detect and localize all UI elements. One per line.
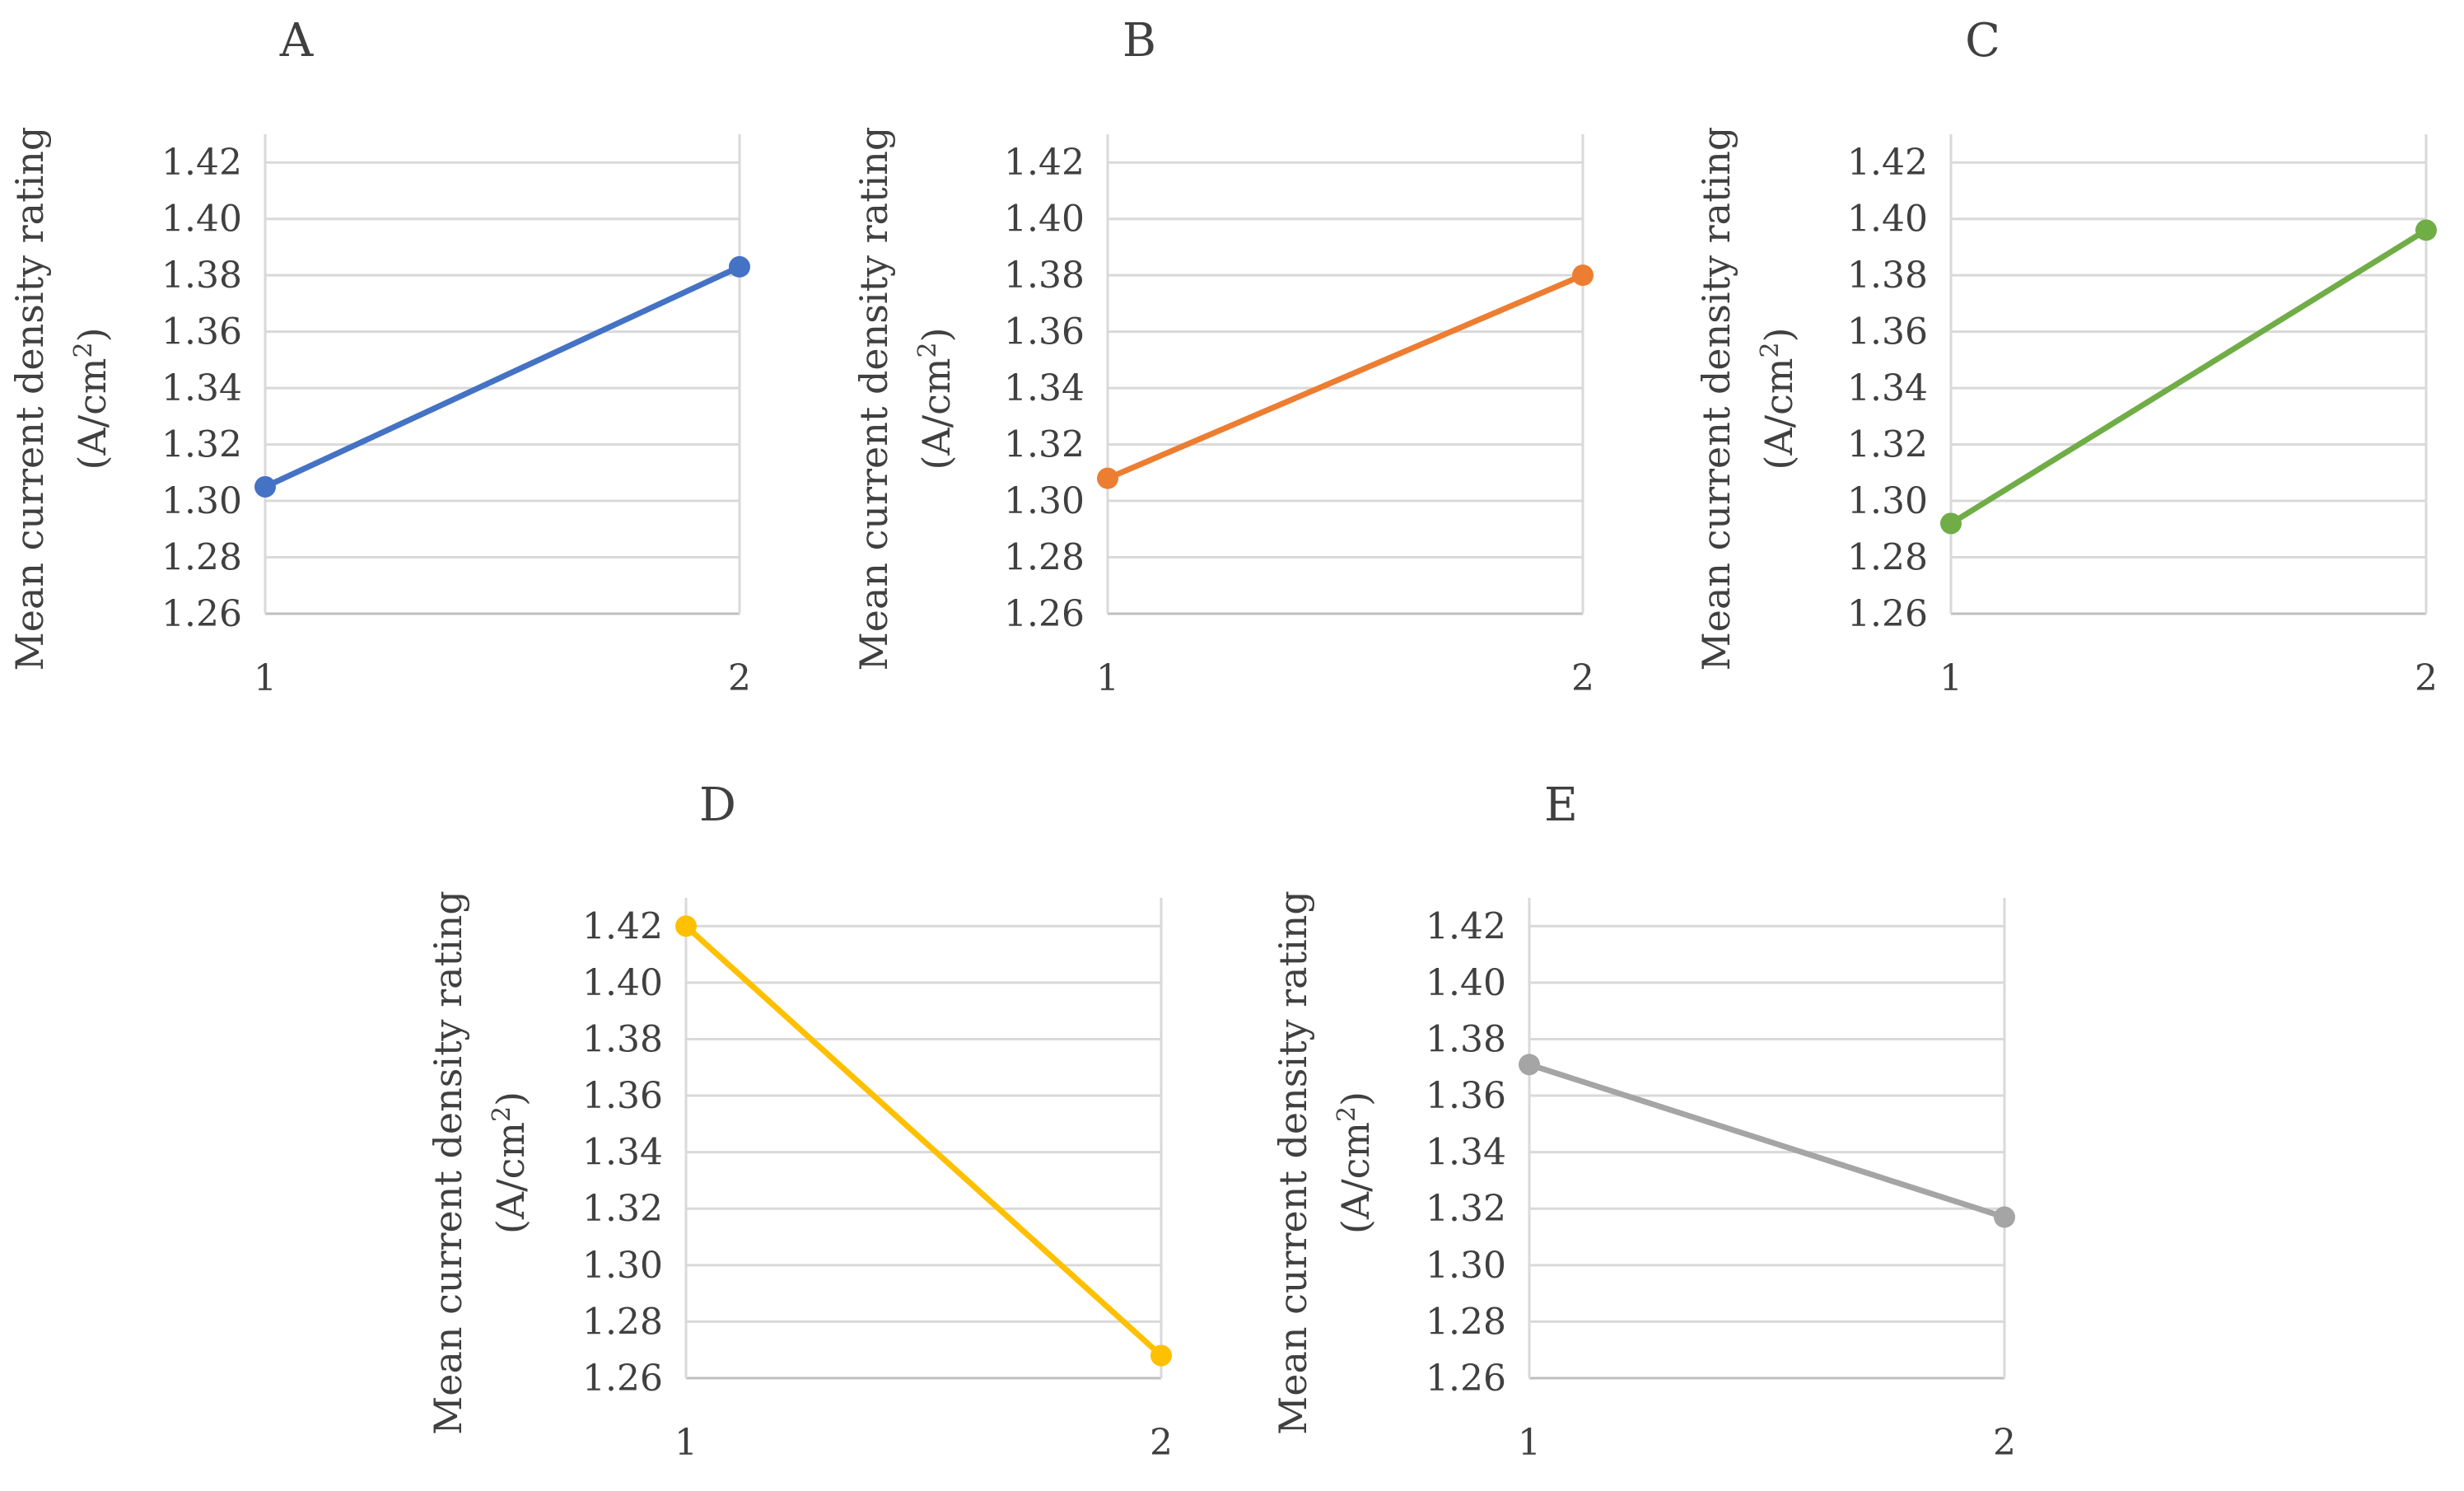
x-tick-label: 1 <box>254 657 277 699</box>
data-point <box>2415 219 2437 241</box>
y-tick-label: 1.28 <box>1847 537 1928 579</box>
data-point <box>1519 1054 1540 1076</box>
y-tick-label: 1.32 <box>582 1188 663 1230</box>
y-tick-label: 1.42 <box>161 142 242 184</box>
y-tick-label: 1.36 <box>582 1075 663 1117</box>
y-tick-label: 1.32 <box>1847 424 1928 466</box>
y-axis-label: Mean current density rating <box>7 127 52 671</box>
chart-panel-b: B 1.42 1.40 1.38 1.36 1.34 1.32 1.30 1.28 1.26 1 2 M… <box>852 14 1594 699</box>
y-tick-label: 1.28 <box>1426 1301 1506 1343</box>
y-tick-label: 1.26 <box>1426 1358 1506 1400</box>
y-axis-unit-label: (A/cm2) <box>488 1091 534 1234</box>
data-point <box>1994 1206 2015 1228</box>
panel-title: D <box>699 778 736 832</box>
y-axis-unit-label: (A/cm2) <box>1756 327 1802 470</box>
data-point <box>675 915 697 937</box>
x-tick-label: 1 <box>1096 657 1119 699</box>
x-tick-label: 2 <box>728 657 751 699</box>
y-tick-label: 1.40 <box>1004 199 1085 241</box>
y-tick-label: 1.30 <box>1004 480 1085 522</box>
y-tick-label: 1.38 <box>582 1018 663 1060</box>
x-tick-label: 1 <box>1939 657 1962 699</box>
y-tick-label: 1.34 <box>1847 367 1928 409</box>
data-point <box>1940 512 1962 535</box>
series-line <box>262 264 743 490</box>
data-point <box>1572 264 1594 287</box>
x-tick-label: 1 <box>1518 1422 1541 1464</box>
y-tick-label: 1.26 <box>1847 593 1928 635</box>
x-tick-label: 2 <box>1993 1422 2016 1464</box>
y-axis-unit-label: (A/cm2) <box>913 327 959 470</box>
y-tick-label: 1.36 <box>1426 1075 1506 1117</box>
y-tick-label: 1.34 <box>161 367 242 409</box>
chart-panel-e: E 1.42 1.40 1.38 1.36 1.34 1.32 1.30 1.28 1.26 1 2 M… <box>1271 778 2016 1464</box>
y-tick-label: 1.38 <box>1847 255 1928 297</box>
chart-panel-a: A 1.42 1.40 1.38 1.36 1.34 1.32 1.30 1.28 1.26 1 2 M… <box>7 14 751 699</box>
y-tick-label: 1.38 <box>1004 255 1085 297</box>
y-tick-label: 1.38 <box>161 255 242 297</box>
y-tick-label: 1.32 <box>1004 424 1085 466</box>
panel-title: B <box>1122 14 1156 68</box>
y-tick-label: 1.32 <box>161 424 242 466</box>
panel-title: E <box>1544 778 1578 832</box>
y-tick-label: 1.40 <box>161 199 242 241</box>
data-point <box>729 255 750 278</box>
y-axis-unit-label: (A/cm2) <box>69 327 115 470</box>
data-point <box>1150 1344 1172 1367</box>
x-tick-label: 2 <box>2415 657 2438 699</box>
y-tick-label: 1.36 <box>161 311 242 353</box>
series-line <box>1526 1061 2008 1221</box>
x-tick-label: 1 <box>674 1422 698 1464</box>
y-tick-label: 1.30 <box>161 480 242 522</box>
y-tick-label: 1.42 <box>1426 905 1506 947</box>
series-line <box>683 923 1164 1359</box>
chart-panel-d: D 1.42 1.40 1.38 1.36 1.34 1.32 1.30 1.28 1.26 1 2 M… <box>426 778 1173 1464</box>
y-tick-label: 1.36 <box>1004 311 1085 353</box>
y-tick-label: 1.26 <box>161 593 242 635</box>
y-tick-label: 1.40 <box>1426 962 1506 1004</box>
panel-title: C <box>1965 14 2000 68</box>
x-tick-label: 2 <box>1571 657 1594 699</box>
series-line <box>1104 272 1586 482</box>
y-axis-unit-label: (A/cm2) <box>1332 1091 1379 1234</box>
chart-panel-c: C 1.42 1.40 1.38 1.36 1.34 1.32 1.30 1.28 1.26 1 2 M… <box>1694 14 2438 699</box>
y-tick-label: 1.30 <box>1426 1245 1506 1287</box>
data-point <box>1097 467 1118 489</box>
y-tick-label: 1.34 <box>1004 367 1085 409</box>
y-tick-label: 1.28 <box>161 537 242 579</box>
panel-title: A <box>279 14 314 68</box>
y-axis-label: Mean current density rating <box>1694 127 1738 671</box>
y-tick-label: 1.30 <box>1847 480 1928 522</box>
data-point <box>254 475 276 498</box>
y-tick-label: 1.40 <box>582 962 663 1004</box>
y-tick-label: 1.42 <box>1847 142 1928 184</box>
y-tick-label: 1.26 <box>1004 593 1085 635</box>
x-tick-label: 2 <box>1150 1422 1173 1464</box>
y-tick-label: 1.34 <box>582 1132 663 1174</box>
y-tick-label: 1.42 <box>1004 142 1085 184</box>
y-tick-label: 1.34 <box>1426 1132 1506 1174</box>
y-tick-label: 1.28 <box>1004 537 1085 579</box>
y-tick-label: 1.32 <box>1426 1188 1506 1230</box>
y-tick-label: 1.30 <box>582 1245 663 1287</box>
y-tick-label: 1.26 <box>582 1358 663 1400</box>
y-tick-label: 1.42 <box>582 905 663 947</box>
y-tick-label: 1.36 <box>1847 311 1928 353</box>
series-line <box>1948 227 2429 526</box>
y-axis-label: Mean current density rating <box>1271 890 1315 1435</box>
y-tick-label: 1.40 <box>1847 199 1928 241</box>
y-tick-label: 1.28 <box>582 1301 663 1343</box>
y-axis-label: Mean current density rating <box>426 890 470 1435</box>
y-axis-label: Mean current density rating <box>852 127 896 671</box>
y-tick-label: 1.38 <box>1426 1018 1506 1060</box>
